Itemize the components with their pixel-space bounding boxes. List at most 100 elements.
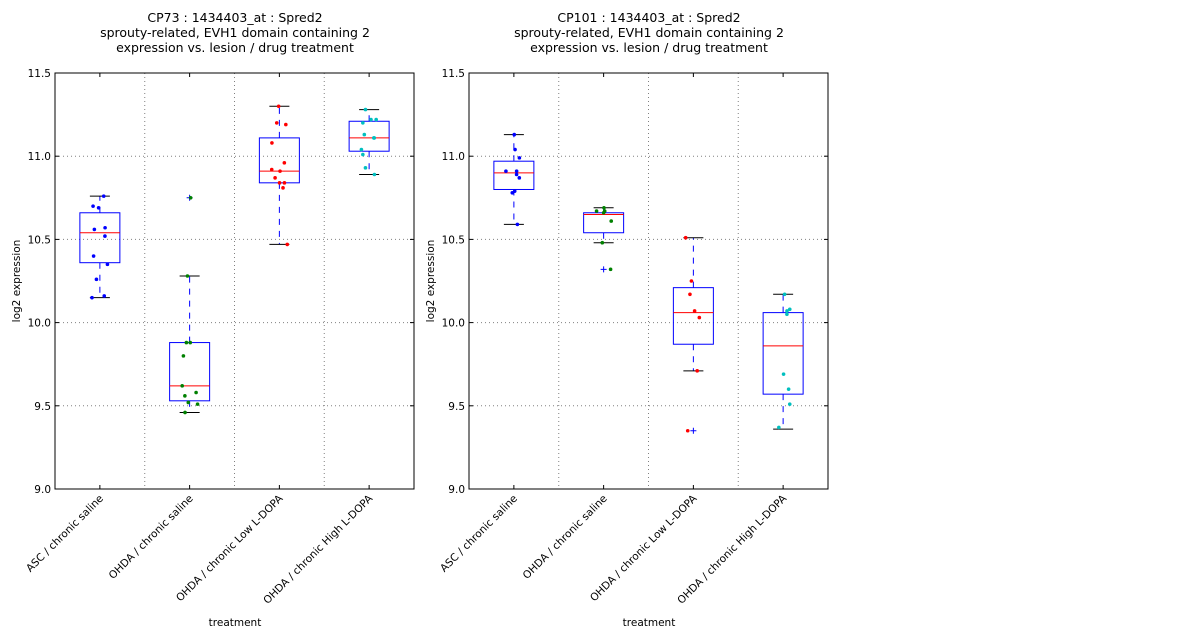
- y-tick-label: 10.5: [442, 234, 465, 246]
- box-3: [258, 104, 300, 247]
- data-point: [600, 240, 605, 245]
- outlier-marker: [690, 427, 697, 434]
- data-point: [685, 428, 690, 433]
- data-point: [186, 400, 191, 405]
- data-point: [372, 172, 377, 177]
- data-point: [374, 117, 378, 122]
- box-4: [762, 292, 804, 430]
- box-1: [79, 194, 121, 300]
- data-point: [777, 425, 781, 430]
- box-3: [672, 235, 714, 434]
- x-tick-label: OHDA / chronic saline: [521, 493, 610, 582]
- data-point: [609, 219, 614, 223]
- data-point: [363, 166, 368, 170]
- data-point: [274, 121, 279, 125]
- data-point: [786, 387, 791, 391]
- iqr-box: [493, 160, 535, 190]
- x-tick-label: ASC / chronic saline: [438, 493, 520, 575]
- data-point: [195, 402, 200, 406]
- data-point: [515, 222, 520, 227]
- y-tick-label: 11.5: [442, 68, 465, 80]
- data-point: [285, 242, 290, 247]
- data-point: [276, 104, 281, 109]
- data-point: [513, 147, 517, 152]
- iqr-box: [169, 342, 211, 402]
- y-tick-label: 11.5: [28, 68, 51, 80]
- chart-title-line-1: CP101 : 1434403_at : Spred2: [557, 10, 740, 25]
- y-tick-label: 11.0: [442, 151, 465, 163]
- data-point: [692, 309, 697, 313]
- box-2: [169, 194, 211, 415]
- data-point: [602, 205, 606, 210]
- data-point: [689, 279, 694, 283]
- data-point: [601, 210, 606, 215]
- chart-title-line-3: expression vs. lesion / drug treatment: [530, 40, 768, 55]
- iqr-box: [79, 212, 121, 264]
- x-tick-label: ASC / chronic saline: [24, 493, 106, 575]
- data-point: [363, 107, 368, 112]
- data-point: [688, 292, 692, 297]
- data-point: [270, 141, 274, 145]
- data-point: [184, 340, 189, 345]
- data-point: [787, 402, 792, 406]
- data-point: [269, 167, 274, 172]
- x-tick-label: OHDA / chronic High L-DOPA: [261, 492, 376, 607]
- data-point: [781, 372, 786, 376]
- data-point: [103, 234, 107, 238]
- plot-frame: [54, 72, 415, 490]
- data-point: [787, 307, 792, 312]
- data-point: [273, 176, 277, 180]
- data-point: [102, 294, 107, 298]
- y-tick-label: 10.0: [28, 318, 51, 330]
- y-tick-label: 9.5: [448, 401, 465, 413]
- data-point: [785, 309, 789, 313]
- data-point: [282, 181, 287, 185]
- y-tick-label: 9.0: [34, 484, 51, 496]
- plot-frame: [468, 72, 829, 490]
- data-point: [281, 186, 285, 190]
- data-point: [277, 181, 282, 185]
- y-axis-label: log2 expression: [11, 240, 23, 323]
- data-point: [785, 312, 789, 317]
- chart-panel-cp101: CP101 : 1434403_at : Spred2 sprouty-rela…: [425, 10, 829, 629]
- data-point: [101, 194, 106, 198]
- data-point: [512, 132, 517, 137]
- chart-title-line-2: sprouty-related, EVH1 domain containing …: [100, 25, 370, 40]
- iqr-box: [348, 120, 390, 152]
- iqr-box: [672, 287, 714, 345]
- data-point: [697, 315, 702, 320]
- data-point: [517, 156, 522, 160]
- data-point: [504, 169, 508, 173]
- data-point: [284, 122, 288, 127]
- data-point: [371, 136, 376, 140]
- box-1: [493, 132, 535, 227]
- data-point: [359, 147, 364, 152]
- data-point: [608, 267, 613, 272]
- chart-title-line-3: expression vs. lesion / drug treatment: [116, 40, 354, 55]
- y-tick-label: 9.5: [34, 401, 51, 413]
- data-point: [361, 152, 365, 157]
- data-point: [594, 209, 599, 213]
- data-point: [94, 277, 99, 282]
- x-tick-label: OHDA / chronic saline: [107, 493, 196, 582]
- data-point: [510, 191, 515, 195]
- data-point: [282, 161, 287, 165]
- data-point: [90, 295, 94, 300]
- data-point: [514, 172, 519, 177]
- box-4: [348, 107, 390, 177]
- y-tick-label: 11.0: [28, 151, 51, 163]
- data-point: [194, 390, 198, 395]
- x-tick-label: OHDA / chronic Low L-DOPA: [174, 492, 286, 604]
- outlier-marker: [600, 266, 607, 273]
- y-tick-label: 10.0: [442, 318, 465, 330]
- data-point: [105, 262, 110, 267]
- data-point: [369, 117, 373, 122]
- data-point: [514, 169, 519, 173]
- data-point: [103, 225, 107, 230]
- data-point: [183, 410, 187, 415]
- chart-title-line-2: sprouty-related, EVH1 domain containing …: [514, 25, 784, 40]
- iqr-box: [762, 312, 804, 395]
- chart-panel-cp73: CP73 : 1434403_at : Spred2 sprouty-relat…: [11, 10, 415, 629]
- data-point: [91, 204, 95, 208]
- data-point: [92, 227, 97, 232]
